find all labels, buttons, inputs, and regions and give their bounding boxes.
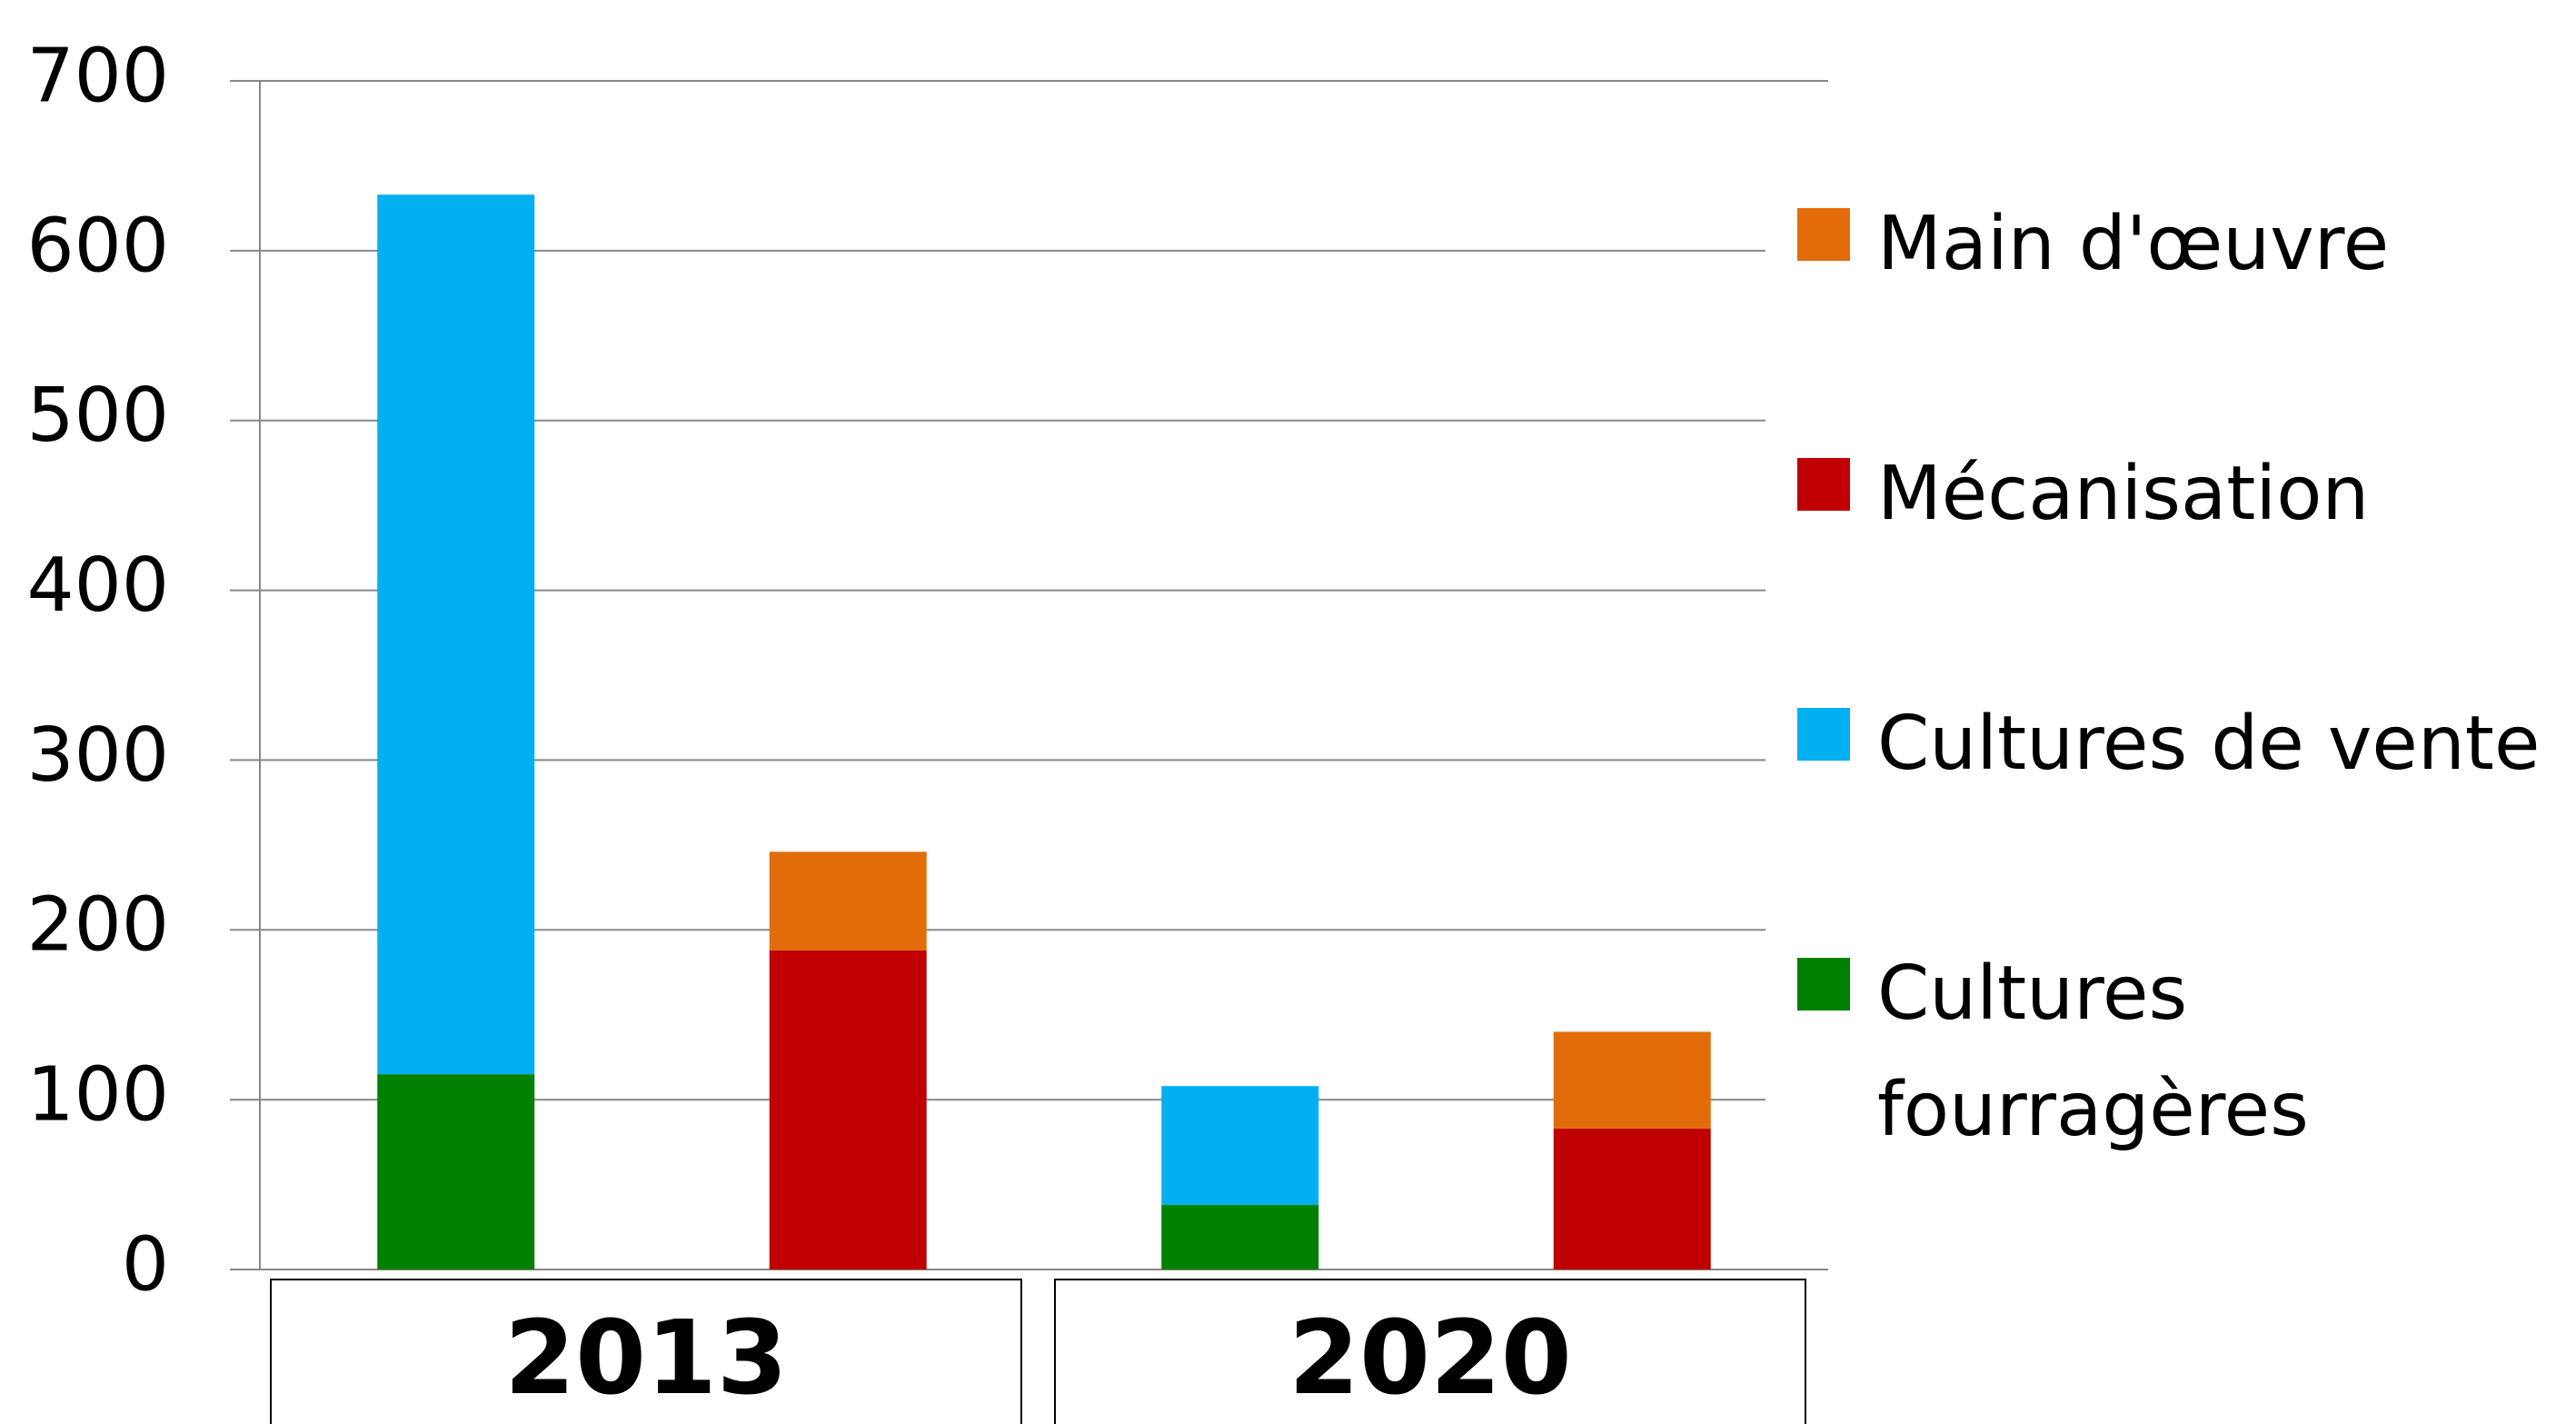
bar-segment (1161, 1086, 1319, 1205)
y-tick-label: 400 (26, 543, 169, 629)
y-tick-label: 700 (26, 33, 169, 119)
group-box (270, 1279, 1022, 1424)
legend-item: Cultures de vente (1797, 686, 2570, 802)
y-tick-label: 500 (26, 373, 169, 459)
y-tick-label: 600 (26, 203, 169, 289)
legend-label: Mécanisation (1877, 451, 2370, 537)
bar-segment (377, 1074, 535, 1270)
y-tick-label: 0 (122, 1221, 169, 1308)
legend-swatch (1797, 958, 1850, 1011)
legend-swatch (1797, 708, 1850, 761)
y-tick-label: 300 (26, 712, 169, 799)
legend-item: Cultures fourragères (1797, 936, 2570, 1169)
bar-segment (1161, 1204, 1319, 1270)
legend-label: Cultures fourragères (1877, 951, 2309, 1153)
legend-item: Main d'œuvre (1797, 186, 2570, 303)
legend-swatch (1797, 458, 1850, 511)
bar-segment (769, 950, 927, 1270)
bar-segment (1553, 1031, 1711, 1129)
legend-label: Main d'œuvre (1877, 201, 2390, 287)
bar-segment (769, 851, 927, 951)
bar-segment (377, 194, 535, 1075)
legend-item: Mécanisation (1797, 436, 2570, 553)
legend-swatch (1797, 208, 1850, 261)
group-label: 2013 (504, 1300, 788, 1418)
y-tick-label: 100 (26, 1052, 169, 1139)
group-label: 2020 (1288, 1300, 1572, 1418)
group-box (1054, 1279, 1806, 1424)
bar-segment (1553, 1128, 1711, 1270)
y-tick-label: 200 (26, 882, 169, 969)
legend-label: Cultures de vente (1877, 701, 2541, 787)
